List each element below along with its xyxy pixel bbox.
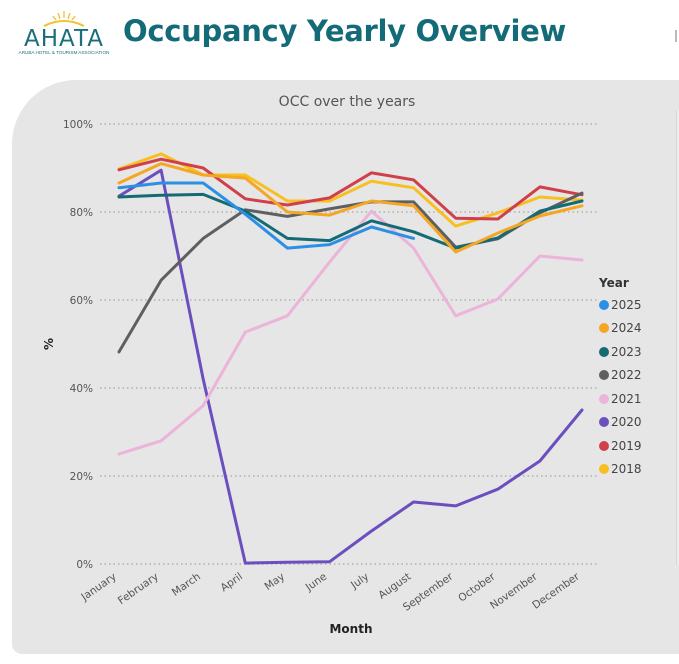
y-axis-label: % xyxy=(42,338,56,350)
series-line-2024[interactable] xyxy=(117,162,584,254)
legend-label: 2021 xyxy=(611,391,642,406)
logo-subtext: ARUBA HOTEL & TOURISM ASSOCIATION xyxy=(18,50,110,55)
legend-label: 2025 xyxy=(611,297,642,312)
legend-marker-icon xyxy=(599,370,609,381)
ahata-logo: AHATA ARUBA HOTEL & TOURISM ASSOCIATION xyxy=(10,8,118,58)
legend-marker-icon xyxy=(599,393,609,404)
chart-title-text: OCC over the years xyxy=(278,94,416,110)
legend-item-2023[interactable]: 2023 xyxy=(599,340,642,364)
y-tick-labels: 0% 20% 40% 60% 80% 100% xyxy=(63,119,93,571)
x-tick-label: January xyxy=(78,571,118,604)
x-tick-label: May xyxy=(262,571,287,593)
legend-item-2025[interactable]: 2025 xyxy=(599,293,642,317)
legend-item-2020[interactable]: 2020 xyxy=(599,411,642,435)
page-title: Occupancy Yearly Overview xyxy=(123,14,566,48)
legend-title: Year xyxy=(599,276,629,290)
series-line-2022[interactable] xyxy=(117,191,584,354)
legend-label: 2018 xyxy=(611,462,642,477)
legend-label: 2020 xyxy=(611,415,642,430)
legend-item-2021[interactable]: 2021 xyxy=(599,387,642,411)
legend-label: 2019 xyxy=(611,438,642,453)
edge-mark xyxy=(675,30,677,42)
x-tick-label: August xyxy=(376,571,413,602)
y-tick-label: 80% xyxy=(70,207,93,219)
logo-wordmark: AHATA xyxy=(24,26,104,52)
legend-label: 2024 xyxy=(611,321,642,336)
x-tick-label: March xyxy=(170,571,203,599)
sun-icon xyxy=(43,11,85,27)
series-line-2023[interactable] xyxy=(117,192,584,250)
x-tick-label: June xyxy=(303,571,329,595)
legend-marker-icon xyxy=(599,440,609,451)
adjacent-table-edge xyxy=(676,110,679,565)
x-tick-label: July xyxy=(348,571,371,592)
chart-title: OCC over the years xyxy=(0,94,679,110)
series-line-2018[interactable] xyxy=(117,152,584,228)
series-line-2025[interactable] xyxy=(117,181,416,250)
legend-label: 2023 xyxy=(611,344,642,359)
legend: Year 2025 2024 2023 2022 2021 2020 2019 2018 xyxy=(599,276,642,481)
y-tick-label: 0% xyxy=(76,559,93,571)
series-line-2019[interactable] xyxy=(117,157,584,221)
legend-label: 2022 xyxy=(611,368,642,383)
legend-marker-icon xyxy=(599,417,609,428)
x-axis-label: Month xyxy=(329,622,372,636)
legend-item-2019[interactable]: 2019 xyxy=(599,434,642,458)
x-tick-label: December xyxy=(530,570,582,611)
gridlines xyxy=(100,123,598,565)
legend-marker-icon xyxy=(599,299,609,310)
series-line-2020[interactable] xyxy=(117,168,584,565)
legend-marker-icon xyxy=(599,346,609,357)
chart-panel xyxy=(12,80,679,654)
y-tick-label: 100% xyxy=(63,119,93,131)
legend-item-2022[interactable]: 2022 xyxy=(599,364,642,388)
legend-item-2024[interactable]: 2024 xyxy=(599,317,642,341)
series-line-2021[interactable] xyxy=(117,209,584,456)
legend-marker-icon xyxy=(599,464,609,475)
x-tick-label: April xyxy=(218,571,245,595)
legend-marker-icon xyxy=(599,323,609,334)
y-tick-label: 60% xyxy=(70,295,93,307)
legend-item-2018[interactable]: 2018 xyxy=(599,458,642,482)
series-lines xyxy=(117,152,584,565)
y-tick-label: 40% xyxy=(70,383,93,395)
x-tick-label: February xyxy=(116,571,161,608)
y-tick-label: 20% xyxy=(70,471,93,483)
